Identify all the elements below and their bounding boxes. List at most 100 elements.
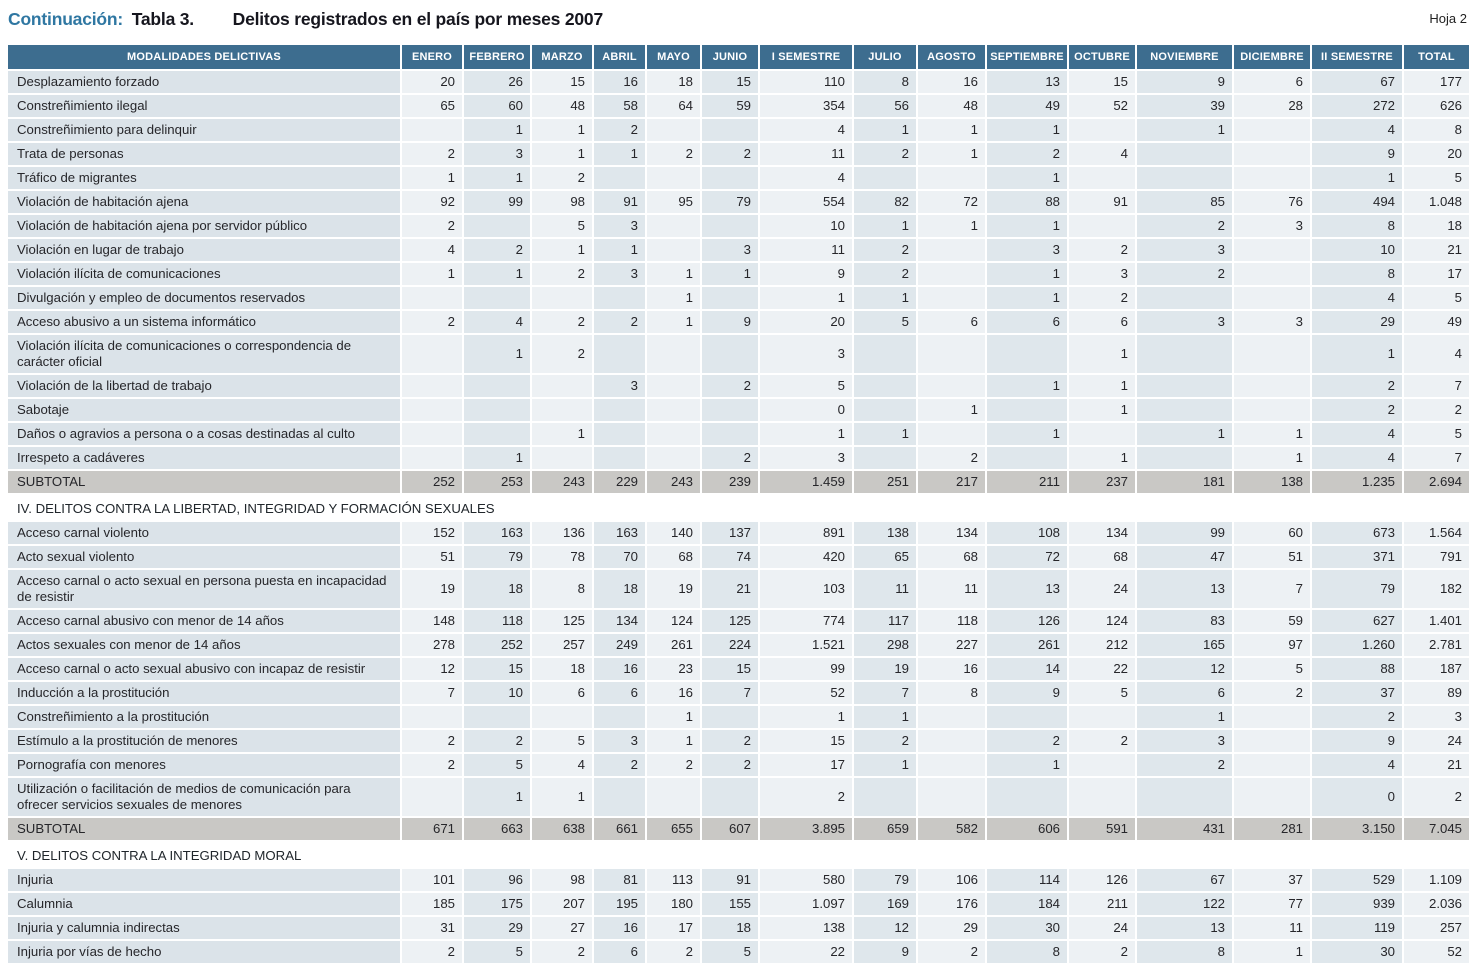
value-cell: 261 <box>985 632 1067 656</box>
subtotal-cell: 1.459 <box>758 469 852 493</box>
section-title: V. DELITOS CONTRA LA INTEGRIDAD MORAL <box>8 840 1469 867</box>
value-cell: 2 <box>700 728 758 752</box>
row-label: Violación ilícita de comunicaciones o co… <box>8 333 400 373</box>
value-cell <box>985 333 1067 373</box>
value-cell: 2 <box>400 213 462 237</box>
value-cell: 17 <box>758 752 852 776</box>
row-label: Violación en lugar de trabajo <box>8 237 400 261</box>
value-cell: 7 <box>700 680 758 704</box>
value-cell: 2 <box>1402 776 1469 816</box>
value-cell: 176 <box>916 891 985 915</box>
value-cell <box>1232 261 1310 285</box>
value-cell: 21 <box>700 568 758 608</box>
value-cell: 6 <box>985 309 1067 333</box>
value-cell: 49 <box>1402 309 1469 333</box>
value-cell: 554 <box>758 189 852 213</box>
value-cell <box>985 776 1067 816</box>
table-number: Tabla 3. <box>131 9 194 29</box>
value-cell: 126 <box>1067 867 1135 891</box>
subtotal-cell: 591 <box>1067 816 1135 840</box>
value-cell: 13 <box>1135 568 1232 608</box>
value-cell: 91 <box>1067 189 1135 213</box>
row-label: Acceso carnal o acto sexual abusivo con … <box>8 656 400 680</box>
value-cell <box>645 445 700 469</box>
value-cell: 2 <box>1310 397 1402 421</box>
value-cell: 1 <box>645 309 700 333</box>
value-cell <box>1067 421 1135 445</box>
table-row: Acceso carnal o acto sexual en persona p… <box>8 568 1469 608</box>
value-cell: 18 <box>462 568 530 608</box>
value-cell: 98 <box>530 189 592 213</box>
value-cell: 18 <box>645 69 700 93</box>
value-cell: 1 <box>1067 333 1135 373</box>
table-row: Violación ilícita de comunicaciones o co… <box>8 333 1469 373</box>
value-cell: 31 <box>400 915 462 939</box>
column-header-junio: JUNIO <box>700 45 758 69</box>
value-cell: 8 <box>852 69 916 93</box>
value-cell <box>985 445 1067 469</box>
value-cell: 67 <box>1310 69 1402 93</box>
value-cell: 774 <box>758 608 852 632</box>
value-cell: 2 <box>1135 752 1232 776</box>
value-cell: 3 <box>592 373 645 397</box>
value-cell: 3 <box>1135 237 1232 261</box>
value-cell: 1 <box>462 333 530 373</box>
value-cell: 5 <box>530 213 592 237</box>
value-cell: 1 <box>645 261 700 285</box>
value-cell: 11 <box>758 237 852 261</box>
subtotal-cell: 659 <box>852 816 916 840</box>
value-cell: 2 <box>1310 373 1402 397</box>
value-cell <box>530 397 592 421</box>
value-cell: 2 <box>985 141 1067 165</box>
row-label: Calumnia <box>8 891 400 915</box>
value-cell: 20 <box>1402 141 1469 165</box>
table-row: Divulgación y empleo de documentos reser… <box>8 285 1469 309</box>
value-cell: 1 <box>645 728 700 752</box>
value-cell: 2 <box>1310 704 1402 728</box>
crime-statistics-table: MODALIDADES DELICTIVAS ENERO FEBRERO MARZO A… <box>8 45 1469 963</box>
value-cell: 18 <box>530 656 592 680</box>
value-cell: 7 <box>1402 445 1469 469</box>
value-cell: 2 <box>1067 285 1135 309</box>
value-cell: 12 <box>852 915 916 939</box>
value-cell: 59 <box>700 93 758 117</box>
value-cell: 67 <box>1135 867 1232 891</box>
value-cell: 8 <box>985 939 1067 963</box>
value-cell <box>645 213 700 237</box>
value-cell: 224 <box>700 632 758 656</box>
value-cell: 1 <box>852 704 916 728</box>
value-cell: 2 <box>400 309 462 333</box>
value-cell <box>400 117 462 141</box>
column-header-modalidades: MODALIDADES DELICTIVAS <box>8 45 400 69</box>
column-header-ii-semestre: II SEMESTRE <box>1310 45 1402 69</box>
subtotal-cell: 7.045 <box>1402 816 1469 840</box>
subtotal-cell: 606 <box>985 816 1067 840</box>
value-cell: 2 <box>700 141 758 165</box>
value-cell: 124 <box>645 608 700 632</box>
value-cell: 140 <box>645 520 700 544</box>
value-cell: 1 <box>1232 445 1310 469</box>
value-cell <box>1135 333 1232 373</box>
value-cell: 103 <box>758 568 852 608</box>
value-cell: 1.097 <box>758 891 852 915</box>
row-label: Actos sexuales con menor de 14 años <box>8 632 400 656</box>
value-cell <box>400 373 462 397</box>
value-cell: 19 <box>400 568 462 608</box>
value-cell: 1 <box>645 704 700 728</box>
value-cell: 2 <box>530 261 592 285</box>
value-cell: 2 <box>1135 213 1232 237</box>
value-cell: 195 <box>592 891 645 915</box>
value-cell <box>645 397 700 421</box>
table-row: Acceso carnal o acto sexual abusivo con … <box>8 656 1469 680</box>
value-cell: 1.521 <box>758 632 852 656</box>
value-cell: 0 <box>1310 776 1402 816</box>
value-cell: 96 <box>462 867 530 891</box>
value-cell: 2 <box>645 752 700 776</box>
value-cell: 108 <box>985 520 1067 544</box>
value-cell: 2 <box>852 141 916 165</box>
row-label: Injuria y calumnia indirectas <box>8 915 400 939</box>
value-cell: 11 <box>1232 915 1310 939</box>
value-cell: 16 <box>592 69 645 93</box>
value-cell: 26 <box>462 69 530 93</box>
value-cell: 2 <box>530 333 592 373</box>
